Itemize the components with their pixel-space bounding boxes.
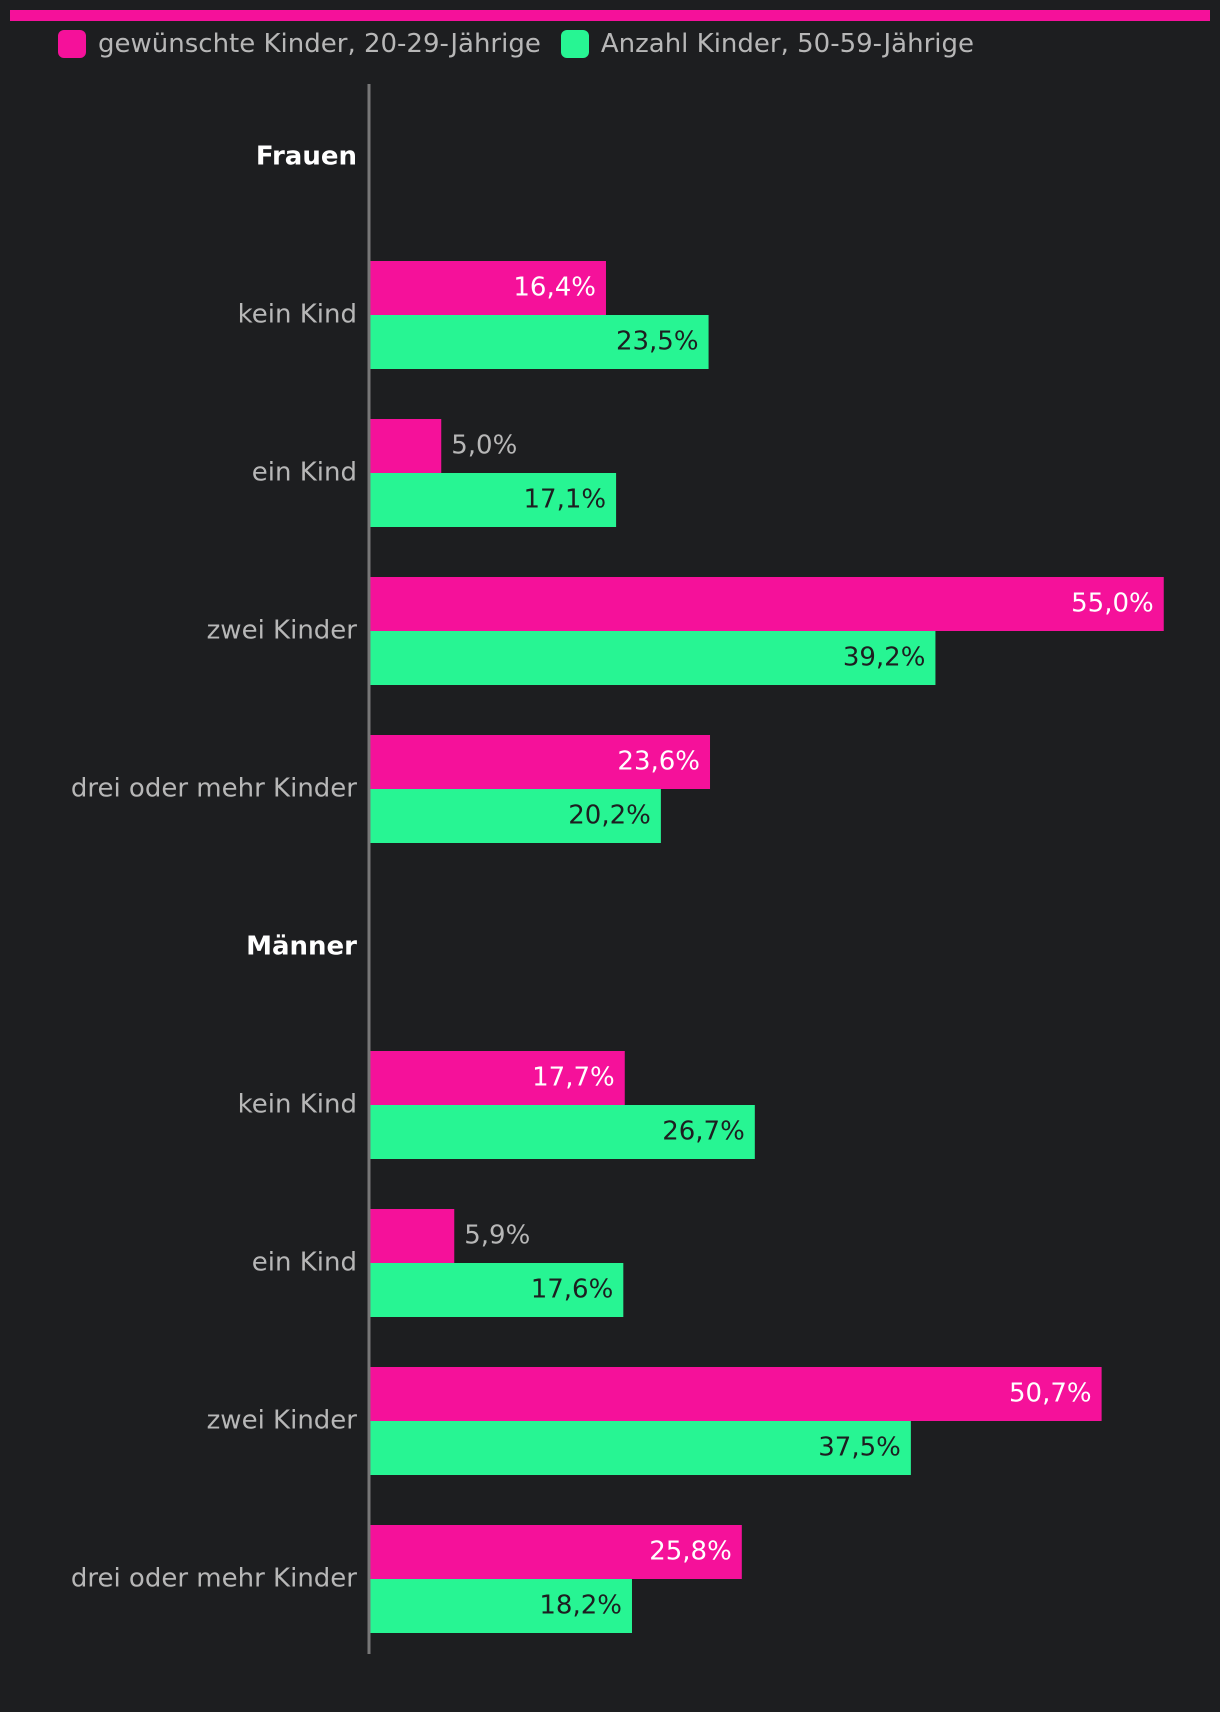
bar-actual <box>369 473 617 527</box>
value-label: 26,7% <box>662 1117 745 1147</box>
legend-label-desired: gewünschte Kinder, 20-29-Jährige <box>98 29 541 59</box>
value-label: 50,7% <box>1009 1379 1092 1409</box>
bar-actual <box>369 1105 755 1159</box>
group-label: Frauen <box>256 142 357 172</box>
value-label: 17,1% <box>523 485 606 515</box>
legend-swatch-actual <box>560 30 589 58</box>
bar-actual <box>369 1421 911 1475</box>
legend-item-desired-children: gewünschte Kinder, 20-29-Jährige <box>58 29 541 59</box>
value-label: 39,2% <box>843 643 926 673</box>
value-label: 18,2% <box>539 1591 622 1621</box>
category-label: kein Kind <box>238 1090 357 1120</box>
legend-item-actual-children: Anzahl Kinder, 50-59-Jährige <box>560 29 974 59</box>
top-accent-bar <box>10 10 1210 21</box>
value-label: 37,5% <box>818 1433 901 1463</box>
value-label: 23,5% <box>616 327 699 357</box>
value-label: 17,6% <box>531 1275 614 1305</box>
bar-desired <box>369 577 1164 631</box>
category-label: kein Kind <box>238 300 357 330</box>
bar-actual <box>369 789 661 843</box>
value-label: 25,8% <box>649 1537 732 1567</box>
legend: gewünschte Kinder, 20-29-Jährige Anzahl … <box>58 24 974 64</box>
legend-swatch-desired <box>58 30 86 58</box>
value-label: 17,7% <box>532 1063 615 1093</box>
value-label: 5,9% <box>464 1221 530 1251</box>
value-label: 55,0% <box>1071 589 1154 619</box>
bar-desired <box>369 1525 742 1579</box>
group-label: Männer <box>246 932 357 962</box>
bar-desired <box>369 735 711 789</box>
category-label: zwei Kinder <box>207 1406 358 1436</box>
value-label: 20,2% <box>568 801 651 831</box>
value-label: 5,0% <box>451 431 517 461</box>
bar-actual <box>369 631 936 685</box>
category-label: ein Kind <box>252 458 357 488</box>
category-label: zwei Kinder <box>207 616 358 646</box>
bar-actual <box>369 315 709 369</box>
category-label: drei oder mehr Kinder <box>71 1564 357 1594</box>
category-label: drei oder mehr Kinder <box>71 774 357 804</box>
bar-desired <box>369 261 606 315</box>
value-label: 16,4% <box>513 273 596 303</box>
bar-desired <box>369 1367 1102 1421</box>
legend-label-actual: Anzahl Kinder, 50-59-Jährige <box>600 29 974 59</box>
bar-desired <box>369 1209 455 1263</box>
bar-desired <box>369 419 442 473</box>
bar-actual <box>369 1263 624 1317</box>
value-label: 23,6% <box>617 747 700 777</box>
category-label: ein Kind <box>252 1248 357 1278</box>
bar-desired <box>369 1051 625 1105</box>
bar-actual <box>369 1579 632 1633</box>
